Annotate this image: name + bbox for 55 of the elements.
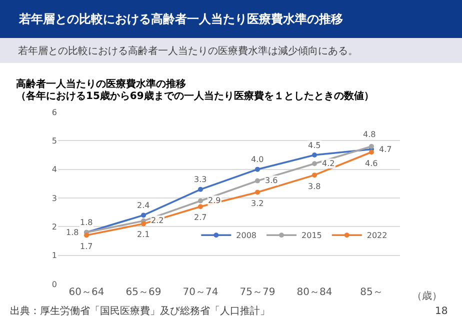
legend-label: 2008 [236,231,257,240]
point [255,178,260,184]
data-label: 2.2 [151,216,164,225]
legend-label: 2015 [302,231,322,240]
data-label: 4.2 [322,159,335,168]
point [198,204,203,210]
data-label: 3.3 [194,175,207,184]
y-tick-label: 1 [52,251,57,260]
source-note: 出典：厚生労働省「国民医療費」及び総務省「人口推計」 [10,305,270,317]
point [198,186,203,192]
x-tick-label: 80～84 [296,287,332,298]
legend-label: 2022 [366,231,388,240]
text: 高齢者一人当たりの医療費水準の推移 [16,78,186,90]
data-label: 4.0 [251,155,264,164]
y-tick-label: 6 [52,108,57,117]
point [141,212,146,218]
data-label: 1.8 [80,218,93,227]
x-tick-label: 70～74 [182,287,218,298]
data-label: 2.1 [137,230,150,239]
point [255,166,260,172]
point [312,161,317,166]
data-label: 2.4 [137,201,150,210]
point [369,144,374,149]
data-label: 2.7 [194,213,207,222]
data-label: 4.5 [308,141,321,150]
y-tick-label: 4 [52,165,57,174]
point [141,221,146,226]
point [312,152,317,158]
point [369,150,374,155]
point [84,232,89,238]
data-label: 3.2 [251,199,264,208]
y-tick-label: 0 [52,280,57,289]
x-tick-label: 75～79 [240,287,276,298]
data-label: 2.9 [208,196,221,205]
data-label: 4.6 [365,159,378,168]
data-label: 3.8 [308,182,321,191]
data-label: 4.8 [363,130,376,139]
y-tick-label: 2 [52,222,57,232]
x-tick-label: 60～64 [68,287,104,298]
chart-title: 若年層との比較における高齢者一人当たり医療費水準の推移 [18,12,343,26]
data-label: 3.6 [265,176,278,185]
text: 18 [435,306,448,317]
y-tick-label: 3 [52,194,57,203]
point [312,172,317,178]
x-axis-title: （歳） [412,290,442,302]
data-label: 1.8 [66,228,79,237]
point [198,198,203,204]
chart-subtitle: 若年層との比較における高齢者一人当たりの医療費水準は減少傾向にある。 [18,45,358,57]
x-tick-label: 65～69 [126,287,162,298]
text: （各年における15歳から69歳までの一人当たり医療費を１としたときの数値） [16,90,374,102]
data-label: 4.7 [379,145,392,154]
data-label: 1.7 [80,242,93,251]
y-tick-label: 5 [52,136,57,146]
point [255,190,260,195]
x-tick-label: 85～ [360,287,383,298]
